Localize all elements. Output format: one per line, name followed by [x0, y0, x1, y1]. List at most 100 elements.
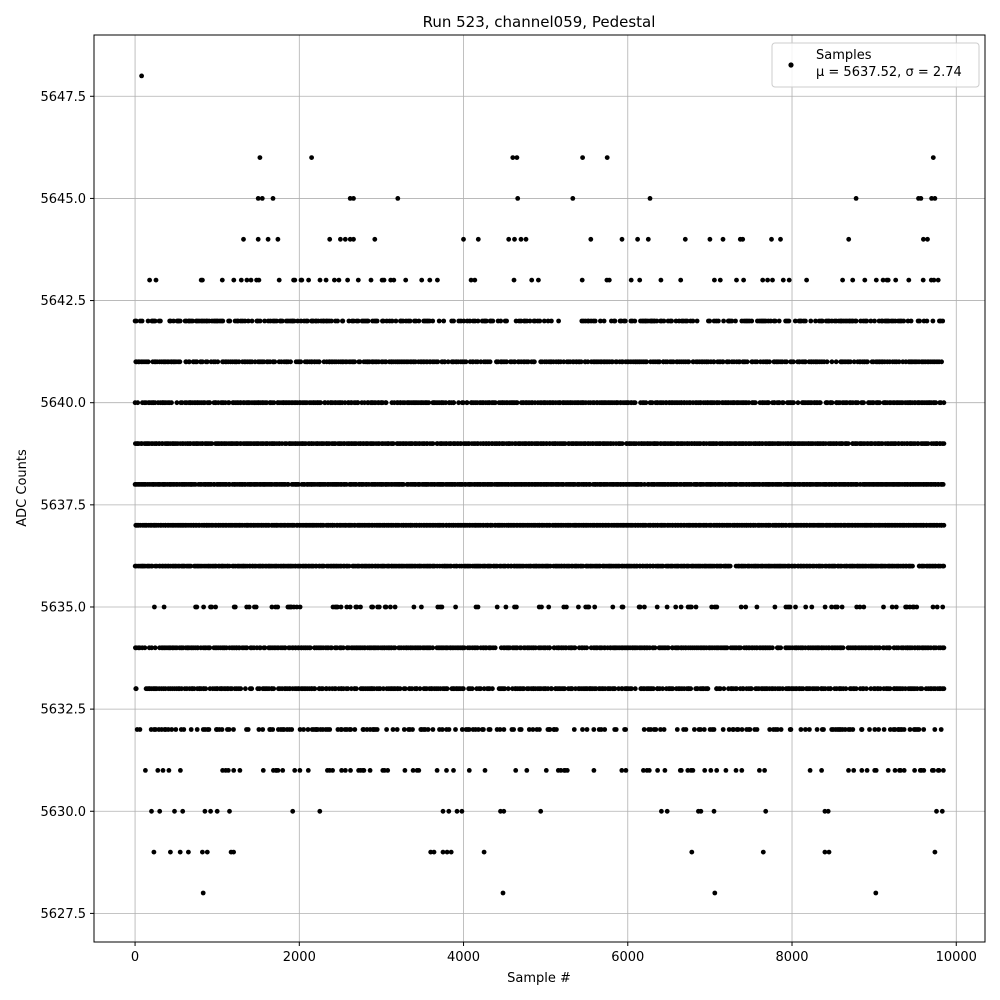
data-point [338, 236, 343, 242]
data-point [466, 768, 472, 773]
data-point [689, 849, 695, 855]
data-point [867, 727, 872, 732]
data-point [791, 400, 796, 406]
data-point [147, 277, 153, 283]
data-point [545, 318, 551, 324]
data-point [464, 400, 470, 406]
data-point [515, 196, 521, 201]
data-point [916, 727, 922, 732]
data-point [714, 604, 720, 610]
data-point [271, 686, 277, 692]
data-point [512, 359, 518, 365]
data-point [881, 727, 887, 732]
data-point [749, 318, 755, 324]
data-point [133, 686, 139, 692]
data-point [215, 359, 221, 365]
data-point [257, 155, 263, 161]
data-point [845, 441, 851, 446]
data-point [258, 645, 263, 651]
data-point [941, 441, 947, 446]
data-point [306, 277, 311, 283]
data-point [444, 686, 450, 692]
data-point [506, 236, 512, 242]
data-point [227, 808, 232, 814]
data-point [275, 604, 281, 610]
data-point [188, 727, 194, 732]
data-point [901, 318, 907, 324]
data-point [200, 849, 205, 855]
data-point [906, 277, 912, 283]
data-point [451, 318, 456, 324]
data-point [598, 318, 603, 324]
data-point [717, 686, 723, 692]
data-point [651, 686, 656, 692]
data-point [737, 359, 742, 365]
data-point [265, 236, 271, 242]
x-tick-label: 4000 [447, 950, 480, 965]
data-point [355, 400, 361, 406]
data-point [738, 604, 744, 610]
data-point [770, 277, 775, 283]
data-point [178, 768, 183, 773]
data-point [374, 727, 380, 732]
data-point [292, 277, 298, 283]
data-point [451, 400, 457, 406]
data-point [135, 400, 141, 406]
data-point [829, 359, 835, 365]
data-point [219, 277, 225, 283]
data-point [572, 645, 578, 651]
data-point [658, 277, 664, 283]
x-tick-label: 10000 [936, 950, 977, 965]
data-point [484, 318, 489, 324]
data-point [443, 400, 449, 406]
x-axis-label: Sample # [507, 971, 571, 986]
data-point [654, 604, 660, 610]
data-point [610, 359, 615, 365]
data-point [724, 645, 730, 651]
data-point [297, 768, 303, 773]
data-point [317, 277, 323, 283]
data-point [492, 645, 498, 651]
data-point [354, 686, 359, 692]
data-point [760, 277, 766, 283]
data-point [865, 359, 870, 365]
data-point [690, 768, 696, 773]
data-point [338, 604, 344, 610]
data-point [657, 359, 662, 365]
data-point [498, 318, 504, 324]
data-point [493, 400, 498, 406]
data-point [931, 277, 937, 283]
data-point [930, 318, 936, 324]
data-point [377, 686, 383, 692]
data-point [289, 727, 295, 732]
data-point [740, 236, 746, 242]
data-point [743, 604, 749, 610]
data-point [641, 727, 647, 732]
data-point [417, 686, 423, 692]
data-point [587, 482, 593, 487]
data-point [873, 768, 879, 773]
data-point [298, 359, 304, 365]
data-point [245, 727, 251, 732]
data-point [475, 318, 481, 324]
data-point [448, 849, 454, 855]
data-point [940, 604, 946, 610]
data-point [754, 727, 760, 732]
data-point [481, 727, 486, 732]
data-point [642, 482, 647, 487]
data-point [260, 768, 266, 773]
data-point [527, 318, 533, 324]
data-point [655, 768, 660, 773]
data-point [803, 604, 809, 610]
data-point [907, 727, 913, 732]
data-point [209, 441, 215, 446]
data-point [347, 604, 353, 610]
data-point [419, 604, 424, 610]
data-point [445, 359, 451, 365]
data-point [202, 808, 208, 814]
data-point [570, 196, 576, 201]
data-point [351, 236, 356, 242]
data-point [514, 400, 520, 406]
data-point [824, 359, 830, 365]
data-point [924, 318, 930, 324]
